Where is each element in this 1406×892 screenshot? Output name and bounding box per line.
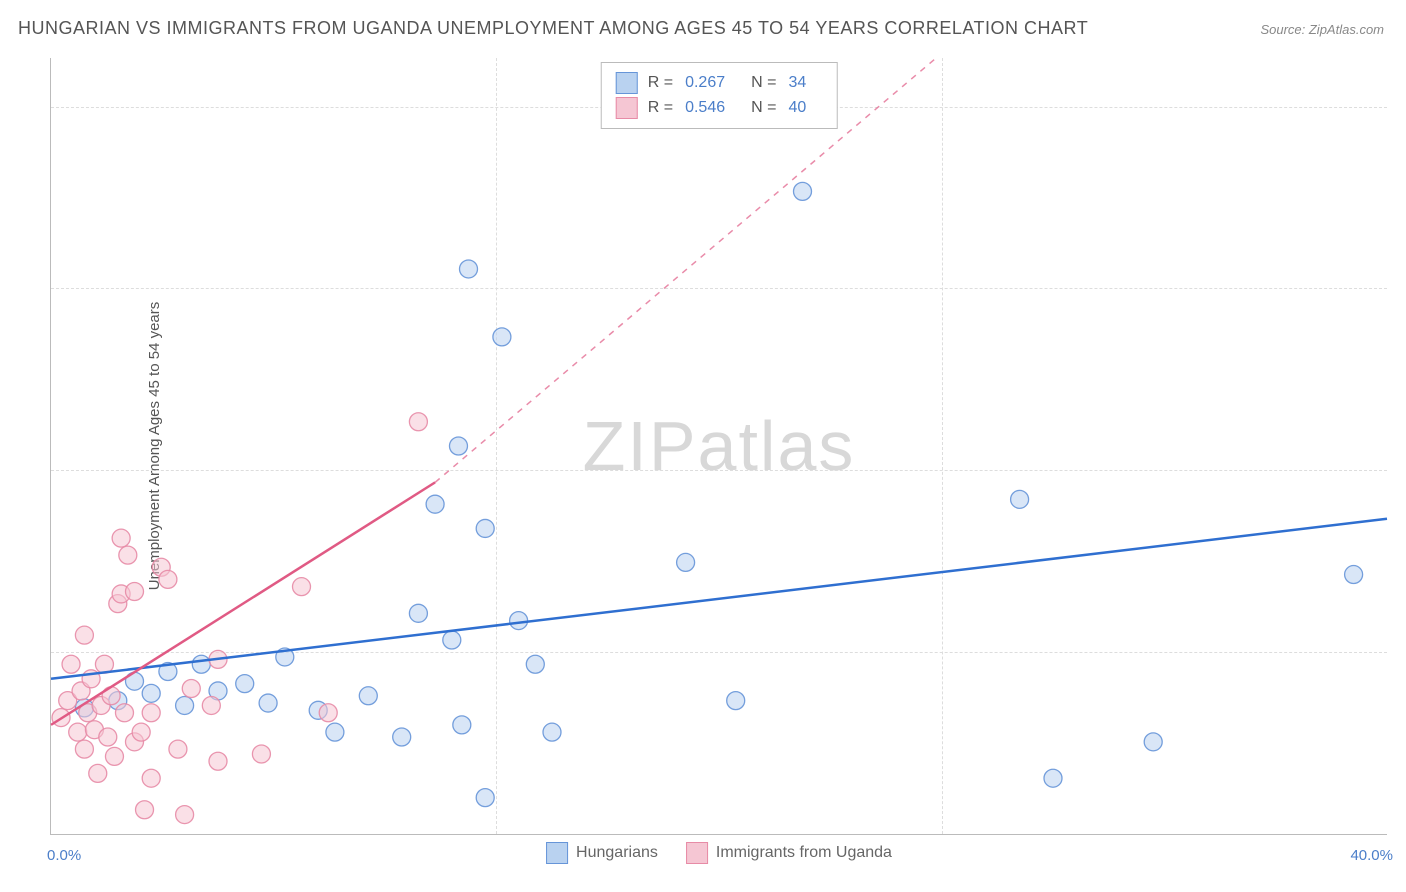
x-min-label: 0.0% [47,847,81,864]
n-label: N = [751,99,776,117]
legend-label: Immigrants from Uganda [716,844,892,862]
legend-label: Hungarians [576,844,658,862]
swatch-uganda [616,97,638,119]
scatter-chart [51,58,1387,834]
swatch-hungarians [546,842,568,864]
r-value-uganda: 0.546 [685,99,725,117]
y-tick-label: 22.5% [1394,280,1406,297]
swatch-hungarians [616,72,638,94]
r-label: R = [648,74,673,92]
n-value-hungarians: 34 [788,74,806,92]
n-label: N = [751,74,776,92]
source-label: Source: ZipAtlas.com [1260,22,1384,37]
n-value-uganda: 40 [788,99,806,117]
r-value-hungarians: 0.267 [685,74,725,92]
stats-row-hungarians: R = 0.267 N = 34 [616,72,823,94]
r-label: R = [648,99,673,117]
series-legend: Hungarians Immigrants from Uganda [546,842,892,864]
swatch-uganda [686,842,708,864]
plot-area: ZIPatlas 7.5%15.0%22.5%30.0% R = 0.267 N… [50,58,1387,835]
y-tick-label: 15.0% [1394,462,1406,479]
stats-row-uganda: R = 0.546 N = 40 [616,97,823,119]
legend-item-uganda: Immigrants from Uganda [686,842,892,864]
legend-item-hungarians: Hungarians [546,842,658,864]
x-max-label: 40.0% [1350,847,1393,864]
y-tick-label: 30.0% [1394,98,1406,115]
chart-title: HUNGARIAN VS IMMIGRANTS FROM UGANDA UNEM… [18,18,1088,39]
y-tick-label: 7.5% [1394,644,1406,661]
stats-legend: R = 0.267 N = 34 R = 0.546 N = 40 [601,62,838,129]
